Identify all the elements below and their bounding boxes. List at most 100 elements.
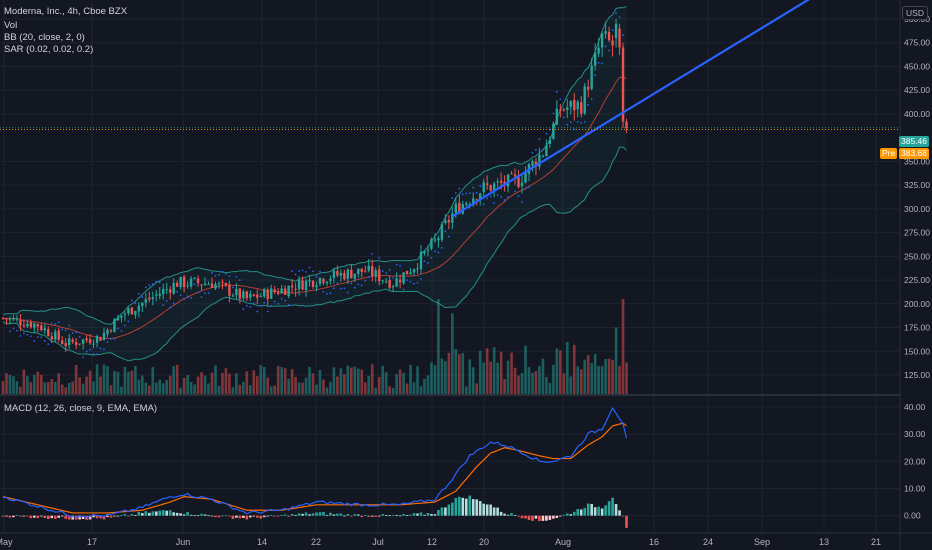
volume-bar — [287, 378, 290, 394]
candle-body — [36, 323, 40, 327]
macd-histogram-bar — [276, 515, 280, 517]
candle-body — [430, 239, 433, 249]
macd-histogram-bar — [40, 515, 43, 517]
sar-dot — [124, 324, 126, 327]
volume-bar — [148, 385, 151, 394]
volume-bar — [583, 359, 587, 394]
volume-bar — [29, 382, 33, 394]
candle-body — [485, 183, 489, 186]
sar-dot — [169, 306, 172, 309]
macd-histogram-bar — [604, 505, 607, 516]
sar-dot — [266, 310, 269, 313]
candle-body — [50, 336, 53, 340]
volume-bar — [95, 364, 99, 394]
sar-dot — [479, 185, 482, 187]
sar-dot — [176, 290, 179, 293]
volume-bar — [151, 367, 155, 394]
macd-histogram-bar — [235, 515, 238, 518]
sar-dot — [89, 348, 91, 351]
macd-histogram-bar — [99, 515, 102, 519]
candle-body — [33, 323, 36, 328]
candle-body — [15, 318, 19, 320]
trendline-segment — [451, 0, 810, 218]
sar-dot — [23, 332, 25, 335]
macd-histogram-bar — [158, 510, 162, 516]
volume-bar — [36, 371, 40, 394]
bollinger-bands — [2, 5, 627, 362]
sar-dot — [416, 281, 419, 284]
macd-histogram-bar — [259, 515, 263, 519]
time-tick-label: May — [0, 537, 13, 547]
candle-body — [256, 294, 259, 298]
candle-body — [266, 289, 269, 300]
macd-histogram-bar — [416, 513, 419, 516]
candle-body — [510, 173, 513, 175]
legend-macd: MACD (12, 26, close, 9, EMA, EMA) — [4, 403, 158, 414]
macd-histogram-bar — [50, 515, 54, 519]
sar-dot — [409, 280, 412, 283]
sar-dot — [322, 290, 325, 293]
candle-body — [276, 291, 280, 294]
candle-body — [179, 276, 182, 287]
macd-histogram-bar — [280, 514, 283, 516]
macd-histogram-bar — [287, 515, 290, 517]
macd-histogram-bar — [593, 507, 597, 516]
macd-histogram-bar — [586, 503, 590, 516]
sar-dot — [110, 337, 112, 340]
volume-bar — [60, 384, 64, 394]
candle-body — [517, 177, 520, 188]
sar-dot — [207, 292, 210, 294]
candle-body — [541, 155, 545, 157]
macd-histogram-bar — [339, 513, 343, 516]
time-tick-label: 22 — [311, 537, 321, 547]
sar-dot — [611, 29, 614, 31]
volume-bar — [426, 375, 430, 394]
macd-histogram-bar — [200, 513, 203, 516]
macd-histogram-bar — [499, 511, 503, 516]
volume-bar — [381, 365, 384, 394]
volume-bar — [370, 364, 374, 394]
time-tick-label: Sep — [754, 537, 770, 547]
trendline[interactable] — [451, 0, 839, 218]
macd-histogram-bar — [130, 514, 134, 516]
volume-bar — [398, 369, 402, 394]
sar-dot — [590, 97, 593, 100]
macd-histogram-bar — [252, 515, 256, 517]
sar-dot — [249, 306, 252, 308]
volume-bar — [102, 364, 106, 394]
macd-histogram-bar — [106, 515, 109, 517]
volume-bar — [308, 366, 311, 394]
candle-body — [175, 282, 179, 287]
macd-histogram-bar — [29, 515, 33, 519]
candle-body — [440, 224, 444, 240]
time-tick-label: Jul — [372, 537, 384, 547]
volume-bar — [43, 382, 47, 394]
sar-dot — [64, 329, 67, 332]
sar-dot — [256, 310, 259, 313]
candle-body — [71, 339, 74, 342]
volume-bar — [154, 382, 158, 394]
volume-bar — [224, 368, 228, 394]
candle-body — [270, 288, 273, 299]
macd-histogram-bar — [15, 515, 19, 516]
volume-bar — [458, 353, 461, 394]
macd-histogram-bar — [329, 512, 332, 516]
price-candles[interactable] — [1, 18, 628, 352]
sar-dot — [85, 350, 88, 353]
bb-basis — [2, 76, 627, 340]
macd-histogram-bar — [262, 515, 266, 518]
volume-bar — [255, 376, 259, 394]
currency-badge[interactable]: USD — [902, 6, 928, 20]
sar-dot — [245, 304, 248, 307]
sar-dot — [305, 270, 307, 273]
candle-body — [221, 281, 224, 283]
volume-bar — [569, 376, 573, 394]
sar-dot — [252, 302, 255, 305]
bb-upper — [2, 5, 627, 325]
price-tick-label: 200.00 — [904, 299, 930, 309]
candle-body — [116, 317, 120, 321]
macd-histogram-bar — [510, 513, 513, 516]
volume-bar — [172, 366, 175, 394]
